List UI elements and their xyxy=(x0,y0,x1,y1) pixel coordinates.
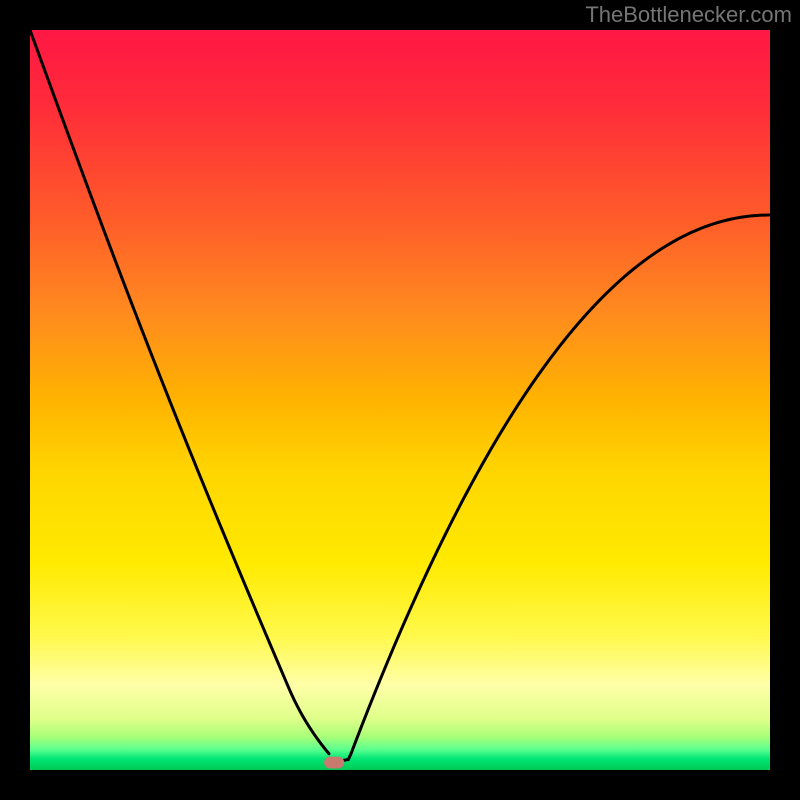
watermark-text: TheBottlenecker.com xyxy=(585,2,792,28)
plot-area xyxy=(30,30,770,770)
gradient-background xyxy=(30,30,770,770)
chart-svg xyxy=(30,30,770,770)
chart-container: TheBottlenecker.com xyxy=(0,0,800,800)
minimum-marker xyxy=(324,757,344,769)
